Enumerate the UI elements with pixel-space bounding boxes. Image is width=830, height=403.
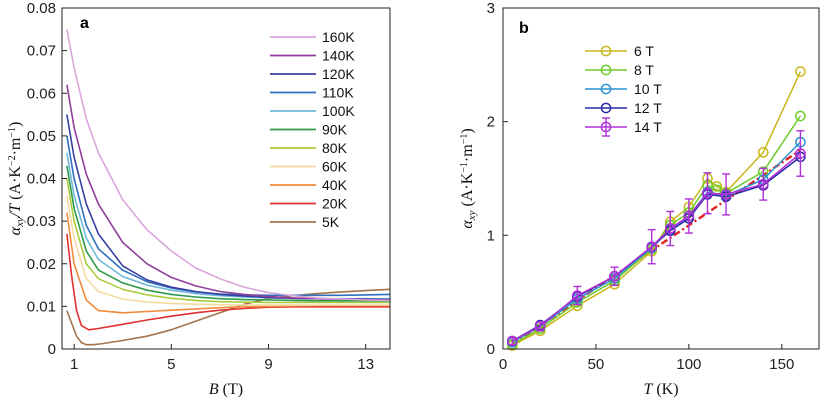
y-tick-label: 3: [487, 0, 495, 17]
y-tick-label: 2: [487, 114, 495, 131]
data-point: [664, 223, 676, 234]
y-tick-label: 1: [487, 227, 495, 244]
series-line-5k: [66, 288, 390, 346]
panel-b-y-axis-label: αxy (A·K−1·m−1): [459, 128, 478, 228]
linear-fit-line: [511, 149, 802, 346]
data-point: [506, 335, 518, 347]
panel-a: 1 5 9 13 00.010.020.030.040.050.060.070.08 …: [7, 0, 391, 398]
legend-label-10-t: 10 T: [634, 81, 662, 97]
data-point: [609, 270, 620, 282]
series-14-t: [506, 130, 806, 347]
legend-label-140k: 140K: [322, 48, 355, 64]
legend-label-40k: 40K: [322, 177, 348, 193]
series-line-80k: [66, 178, 390, 304]
y-tick-label: 0.05: [27, 128, 56, 145]
legend-marker: [600, 64, 612, 76]
data-point: [795, 110, 806, 122]
legend-entry-12-t: 12 T: [585, 100, 662, 116]
y-tick-label: 0.02: [27, 256, 56, 273]
data-point: [534, 320, 546, 332]
legend-label-8-t: 8 T: [634, 62, 654, 78]
series-line-6-t: [511, 71, 802, 347]
legend-label-14-t: 14 T: [634, 119, 662, 135]
legend-label-60k: 60K: [322, 159, 348, 175]
legend-label-120k: 120K: [322, 66, 355, 82]
series-8-t: [506, 110, 806, 350]
y-tick-label: 0: [48, 341, 56, 358]
x-tick-label: 5: [167, 356, 175, 373]
legend-marker: [600, 102, 612, 114]
series-line-100k: [66, 152, 390, 300]
x-tick-label: 13: [357, 356, 374, 373]
legend-label-12-t: 12 T: [634, 100, 662, 116]
legend-marker: [600, 83, 612, 95]
x-tick-label: 1: [70, 356, 78, 373]
panel-a-letter: a: [80, 15, 89, 32]
panel-a-y-axis-label: αxy/T (A·K−2·m−1): [7, 122, 26, 236]
panel-b-legend: 6 T 8 T 10 T 12 T 14 T: [585, 43, 662, 137]
x-tick-label: 50: [588, 356, 605, 373]
data-point: [646, 241, 658, 253]
legend-entry-8-t: 8 T: [585, 62, 654, 78]
y-tick-label: 0.01: [27, 298, 56, 315]
legend-entry-14-t: 14 T: [585, 117, 662, 137]
x-tick-label: 100: [676, 356, 701, 373]
y-tick-label: 0: [487, 341, 495, 358]
legend-label-80k: 80K: [322, 140, 348, 156]
legend-label-90k: 90K: [322, 122, 348, 138]
data-point: [757, 178, 769, 190]
data-point: [720, 189, 732, 200]
panel-a-x-axis-label: B (T): [209, 381, 243, 398]
series-line-90k: [66, 165, 390, 302]
panel-b-letter: b: [519, 20, 529, 37]
x-tick-label: 150: [769, 356, 794, 373]
data-point: [757, 147, 769, 158]
series-line-160k: [66, 29, 390, 302]
y-tick-label: 0.07: [27, 43, 56, 60]
legend-label-6-t: 6 T: [634, 43, 654, 59]
y-tick-label: 0.06: [27, 85, 56, 102]
legend-label-160k: 160K: [322, 29, 355, 45]
panel-a-legend: 160K 140K 120K 110K 100K 90K 80K 60K 40K 20K 5K: [270, 29, 355, 230]
x-tick-label: 0: [499, 356, 507, 373]
series-line-60k: [66, 195, 390, 306]
legend-label-100k: 100K: [322, 103, 355, 119]
data-point: [702, 187, 713, 199]
data-point: [795, 148, 806, 159]
x-tick-label: 9: [264, 356, 272, 373]
legend-marker: [600, 45, 612, 57]
data-point: [795, 66, 806, 78]
series-line-8-t: [511, 115, 802, 346]
panel-b: 0 50 100 150 0 1 2 3 b 6 T 8 T 10 T 12 T 14 T T (K…: [459, 0, 820, 398]
legend-entry-10-t: 10 T: [585, 81, 662, 97]
legend-marker: [600, 121, 612, 133]
panel-b-x-axis-label: T (K): [643, 381, 678, 398]
y-tick-label: 0.03: [27, 213, 56, 230]
legend-entry-6-t: 6 T: [585, 43, 654, 59]
panel-b-frame: [502, 7, 820, 350]
data-point: [572, 290, 583, 301]
y-tick-label: 0.08: [27, 0, 56, 17]
legend-label-20k: 20K: [322, 196, 348, 212]
data-point: [683, 210, 695, 222]
legend-label-110k: 110K: [322, 85, 354, 101]
series-line-20k: [66, 233, 390, 331]
y-tick-label: 0.04: [27, 171, 56, 188]
legend-label-5k: 5K: [322, 214, 340, 230]
